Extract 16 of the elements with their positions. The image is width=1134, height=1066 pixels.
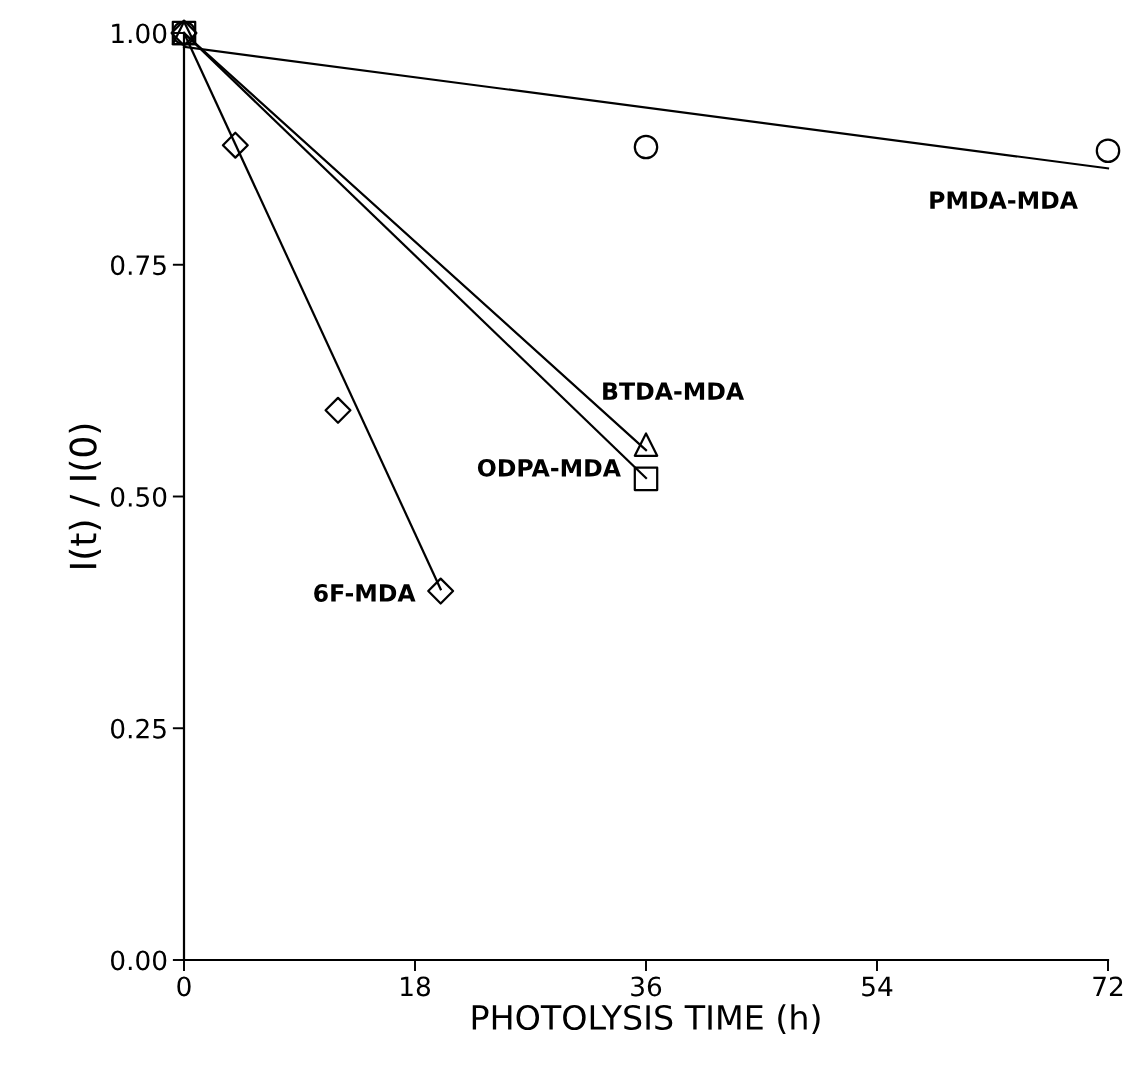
y-tick-label: 0.00 (111, 950, 167, 971)
x-tick-label: 72 (1093, 976, 1123, 997)
series-label: PMDA-MDA (930, 191, 1078, 209)
y-tick-label: 0.50 (111, 486, 167, 507)
x-tick-label: 36 (631, 976, 662, 997)
x-tick-label: 18 (401, 976, 430, 997)
y-tick-label: 1.00 (112, 23, 167, 44)
y-tick-label: 0.75 (111, 255, 166, 276)
text: BTDA-MDA (603, 382, 745, 400)
x-tick-label: 54 (862, 976, 893, 997)
y-axis-title: I(t) / I(0) (68, 424, 101, 568)
series-label: 6F-MDA (314, 584, 416, 602)
y-tick-label: 0.25 (111, 718, 166, 739)
series-label: ODPA-MDA (477, 458, 621, 477)
x-tick-label: 0 (177, 976, 191, 997)
x-axis-title: PHOTOLYSIS TIME (h) (472, 1004, 820, 1035)
